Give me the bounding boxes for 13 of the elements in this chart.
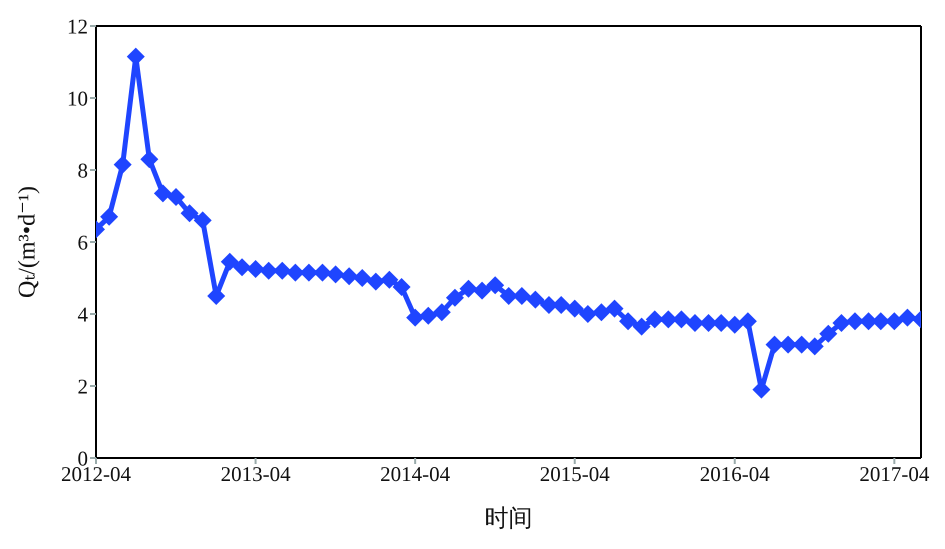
y-axis-title: Qₜ/(m³•d⁻¹) bbox=[14, 186, 41, 298]
y-tick-label: 12 bbox=[67, 14, 88, 38]
x-tick-label: 2015-04 bbox=[540, 462, 610, 486]
y-tick-label: 10 bbox=[67, 86, 88, 110]
y-tick-label: 2 bbox=[78, 374, 88, 398]
y-tick-label: 6 bbox=[78, 230, 88, 254]
y-tick-label: 8 bbox=[78, 158, 88, 182]
x-axis-title: 时间 bbox=[484, 506, 532, 532]
y-tick-label: 4 bbox=[78, 302, 88, 326]
x-tick-label: 2017-04 bbox=[859, 462, 930, 486]
x-tick-label: 2013-04 bbox=[220, 462, 292, 486]
x-tick-label: 2016-04 bbox=[700, 462, 770, 486]
x-tick-label: 2014-04 bbox=[380, 462, 451, 486]
